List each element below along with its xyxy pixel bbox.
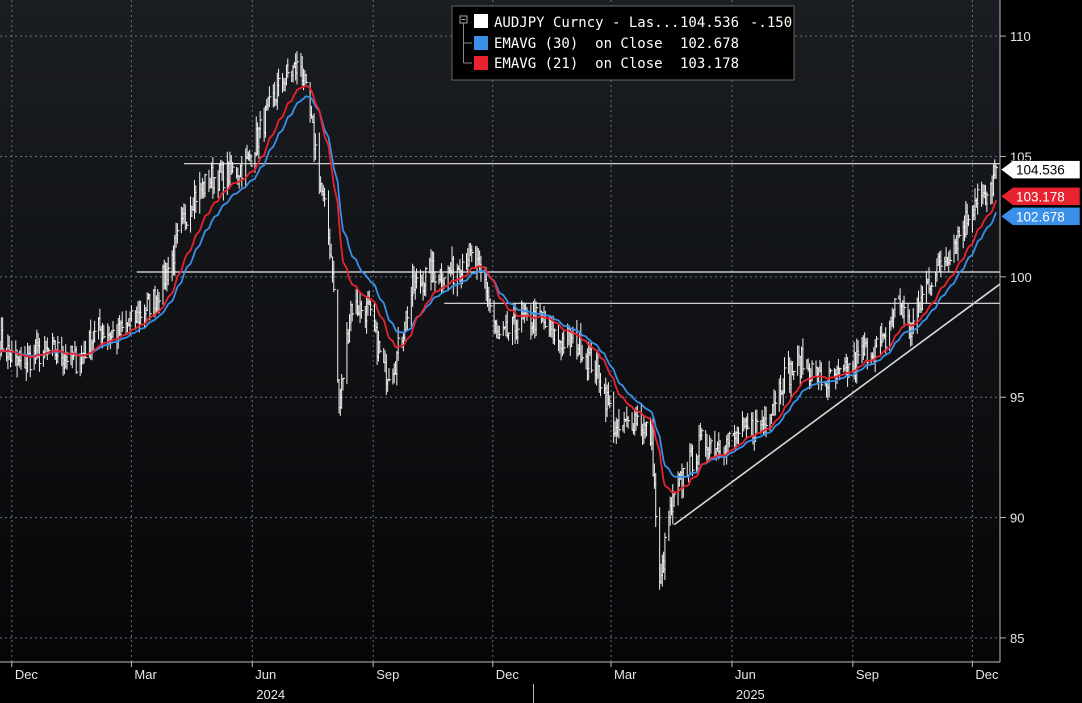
y-tick-label: 110: [1010, 29, 1031, 44]
x-axis: Dec Mar Jun Sep Dec Mar Jun Sep Dec 2024 2025: [11, 662, 999, 703]
trend-line: [673, 283, 1001, 526]
x-tick-label: Jun: [735, 667, 756, 682]
legend-tree-icon: [459, 15, 472, 64]
legend-swatch-ema30: [474, 36, 488, 50]
x-tick-label: Dec: [975, 667, 999, 682]
ema21-price-tag-marker: [1000, 187, 1081, 206]
y-tick-label: 100: [1010, 270, 1032, 285]
legend: AUDJPY Curncy - Las... 104.536 -.150 EMA…: [451, 5, 795, 81]
ema21-line: [0, 84, 997, 494]
x-tick-label: Mar: [134, 667, 157, 682]
ema30-price-tag-marker: [1000, 207, 1081, 226]
ema21-price-tag-label: 103.178: [1016, 189, 1065, 204]
legend-value-price: 104.536: [680, 15, 739, 31]
x-tick-label: Jun: [255, 667, 276, 682]
year-label: 2024: [256, 687, 285, 702]
legend-swatch-ema21: [474, 56, 488, 70]
x-tick-label: Dec: [496, 667, 520, 682]
legend-change-price: -.150: [750, 15, 792, 31]
x-axis-background: [0, 662, 1000, 703]
legend-value-ema30: 102.678: [680, 36, 739, 52]
ema30-line: [0, 95, 997, 479]
trend-line: [673, 283, 1001, 526]
year-label: 2025: [736, 687, 765, 702]
legend-box: [451, 5, 795, 81]
horizontal-lines: [136, 163, 1000, 304]
legend-swatch-price: [474, 14, 488, 28]
legend-label-ema30: EMAVG (30) on Close: [494, 36, 663, 52]
ema30-price-tag-label: 102.678: [1016, 209, 1065, 224]
ema-lines: [0, 84, 997, 494]
y-tick-label: 85: [1010, 631, 1024, 646]
last-price-tag-marker: [1000, 160, 1081, 179]
legend-label-price: AUDJPY Curncy - Las...: [494, 15, 679, 31]
last-price-tag-label: 104.536: [1016, 163, 1065, 178]
legend-value-ema21: 103.178: [680, 56, 739, 72]
x-tick-label: Dec: [15, 667, 39, 682]
y-tick-label: 90: [1010, 511, 1024, 526]
y-tick-label: 95: [1010, 390, 1024, 405]
price-tags: 103.178 102.678 104.536: [1000, 160, 1081, 226]
legend-label-ema21: EMAVG (21) on Close: [494, 56, 663, 72]
x-tick-label: Sep: [856, 667, 879, 682]
axis-background: [1000, 0, 1082, 703]
x-tick-label: Sep: [376, 667, 399, 682]
plot-background: [0, 0, 1000, 662]
x-tick-label: Mar: [614, 667, 637, 682]
